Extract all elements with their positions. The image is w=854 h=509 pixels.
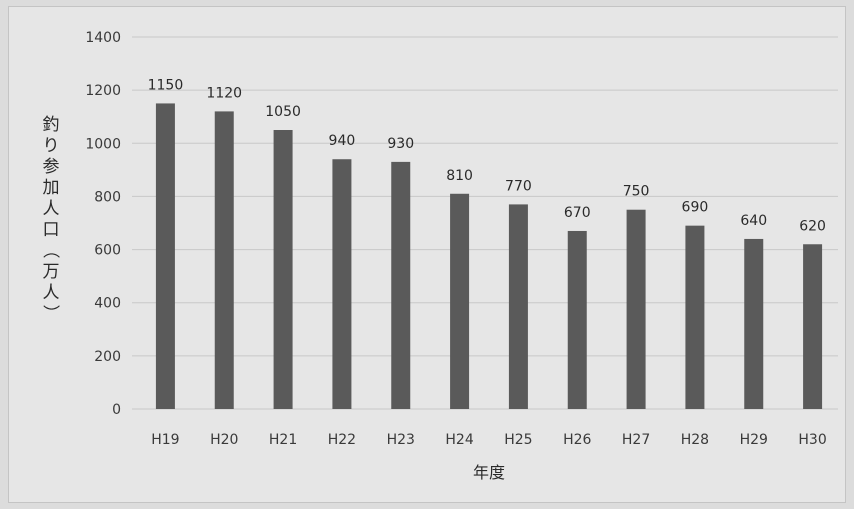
y-axis-label-char: 口 [43, 220, 60, 240]
bar-H26 [567, 230, 587, 409]
data-labels: 1150 1120 1050 940 930 810 770 670 750 690 640 620 [148, 77, 826, 234]
y-tick-label: 600 [94, 243, 121, 259]
data-label: 750 [623, 184, 650, 200]
bar-H19 [155, 103, 175, 409]
x-tick-label: H20 [210, 432, 238, 448]
data-label: 1050 [265, 104, 301, 120]
y-axis-label-char: 万 [43, 262, 60, 282]
y-axis-label-char: ） [40, 305, 60, 322]
chart-frame [8, 6, 846, 503]
x-tick-label: H24 [445, 432, 473, 448]
bar-H24 [450, 193, 470, 409]
data-label: 810 [446, 168, 473, 184]
x-tick-label: H28 [681, 432, 709, 448]
bar-H29 [744, 238, 764, 409]
bars [155, 103, 823, 410]
data-label: 940 [329, 133, 356, 149]
x-tick-label: H25 [504, 432, 532, 448]
data-label: 1150 [148, 77, 184, 93]
x-tick-label: H19 [151, 432, 179, 448]
data-label: 690 [682, 200, 709, 216]
bar-H20 [214, 111, 234, 410]
y-axis-label-char: 釣 [43, 115, 60, 135]
y-tick-label: 400 [94, 296, 121, 312]
x-tick-label: H26 [563, 432, 591, 448]
x-tick-label: H21 [269, 432, 297, 448]
x-tick-label: H27 [622, 432, 650, 448]
bar-H22 [332, 159, 352, 409]
y-axis-label-char: 人 [43, 283, 60, 303]
y-axis-label-char: 加 [43, 178, 60, 198]
data-label: 770 [505, 178, 532, 194]
data-label: 670 [564, 205, 591, 221]
y-tick-label: 1400 [85, 30, 121, 46]
y-tick-label: 1200 [85, 83, 121, 99]
y-axis-label-char: （ [40, 242, 60, 259]
bar-H23 [391, 161, 411, 409]
gridlines [132, 36, 838, 410]
bar-H28 [685, 225, 705, 409]
y-tick-label: 0 [112, 402, 121, 418]
y-axis-label-char: 人 [43, 199, 60, 219]
bar-H21 [273, 130, 293, 409]
x-tick-label: H30 [798, 432, 826, 448]
x-axis-label: 年度 [473, 463, 505, 482]
x-axis-ticks: H19 H20 H21 H22 H23 H24 H25 H26 H27 H28 H29 H30 [151, 432, 827, 448]
y-tick-label: 200 [94, 349, 121, 365]
x-tick-label: H23 [387, 432, 415, 448]
y-tick-label: 800 [94, 189, 121, 205]
data-label: 930 [387, 136, 414, 152]
data-label: 640 [740, 213, 767, 229]
y-axis-ticks: 0 200 400 600 800 1000 1200 1400 [85, 30, 121, 418]
bar-H30 [803, 244, 823, 409]
y-tick-label: 1000 [85, 136, 121, 152]
y-axis-label-char: り [43, 136, 60, 156]
x-tick-label: H22 [328, 432, 356, 448]
data-label: 620 [799, 218, 826, 234]
bar-H25 [508, 204, 528, 409]
x-tick-label: H29 [740, 432, 768, 448]
y-axis-label-char: 参 [43, 157, 60, 177]
bar-H27 [626, 209, 646, 409]
data-label: 1120 [206, 85, 242, 101]
